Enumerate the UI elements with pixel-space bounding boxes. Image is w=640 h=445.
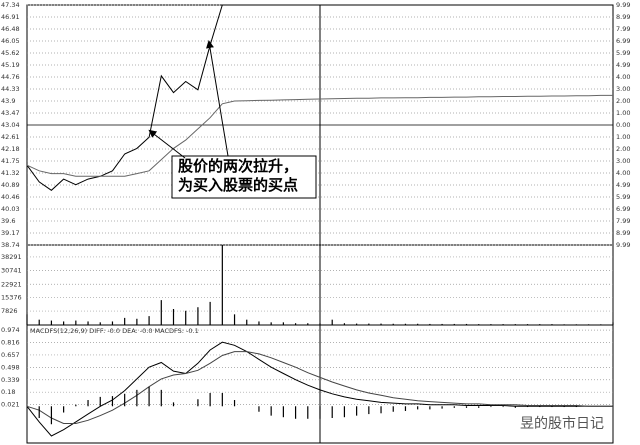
y2-tick-label: 7.99 bbox=[616, 217, 630, 225]
y-tick-label: 42.61 bbox=[1, 133, 20, 141]
y-tick-label: 43.9 bbox=[1, 97, 15, 105]
y-tick-label: 45.19 bbox=[1, 61, 20, 69]
y2-tick-label: 4.99 bbox=[616, 61, 630, 69]
y-tick-label: 43.04 bbox=[1, 121, 20, 129]
y2-tick-label: 9.99 bbox=[616, 1, 630, 9]
y-tick-label: 30741 bbox=[1, 266, 22, 274]
y-tick-label: 40.46 bbox=[1, 193, 20, 201]
y-tick-label: 0.18 bbox=[1, 388, 15, 396]
y-tick-label: 39.17 bbox=[1, 229, 20, 237]
line bbox=[26, 94, 613, 177]
y-tick-label: 47.34 bbox=[1, 1, 20, 9]
y-tick-label: 0.816 bbox=[1, 339, 20, 347]
y-tick-label: 15376 bbox=[1, 294, 22, 302]
y-tick-label: 39.6 bbox=[1, 217, 15, 225]
y2-tick-label: 6.99 bbox=[616, 205, 630, 213]
line bbox=[26, 4, 613, 191]
y2-tick-label: 1.00 bbox=[616, 109, 630, 117]
y-tick-label: 41.32 bbox=[1, 169, 20, 177]
y2-tick-label: 8.99 bbox=[616, 13, 630, 21]
y2-tick-label: 4.00 bbox=[616, 169, 630, 177]
annotation: 为买入股票的买点 bbox=[178, 176, 298, 194]
y2-tick-label: 7.99 bbox=[616, 25, 630, 33]
y2-tick-label: 6.99 bbox=[616, 37, 630, 45]
y-tick-label: 0.498 bbox=[1, 363, 20, 371]
y2-tick-label: 4.99 bbox=[616, 181, 630, 189]
y-tick-label: 22921 bbox=[1, 280, 22, 288]
y-tick-label: 44.33 bbox=[1, 85, 20, 93]
y2-tick-label: 0.00 bbox=[616, 121, 630, 129]
arrow bbox=[148, 129, 186, 159]
y-tick-label: 41.75 bbox=[1, 157, 20, 165]
y-tick-label: 0.021 bbox=[1, 401, 20, 409]
y-tick-label: 0.339 bbox=[1, 376, 20, 384]
y2-tick-label: 2.00 bbox=[616, 145, 630, 153]
y-tick-label: 42.18 bbox=[1, 145, 20, 153]
annotation: 股价的两次拉升， bbox=[178, 157, 298, 175]
panel-title: MACDFS(12,26,9) DIFF: -0.0 DEA: -0.0 MAC… bbox=[30, 327, 199, 335]
y2-tick-label: 4.00 bbox=[616, 73, 630, 81]
y2-tick-label: 3.00 bbox=[616, 157, 630, 165]
y2-tick-label: 5.99 bbox=[616, 49, 630, 57]
y2-tick-label: 8.99 bbox=[616, 229, 630, 237]
arrow bbox=[206, 40, 229, 157]
y-tick-label: 0.657 bbox=[1, 351, 20, 359]
y-tick-label: 45.62 bbox=[1, 49, 20, 57]
y2-tick-label: 2.00 bbox=[616, 97, 630, 105]
annotation-box bbox=[171, 155, 317, 199]
y-tick-label: 40.89 bbox=[1, 181, 20, 189]
y-tick-label: 0.974 bbox=[1, 326, 20, 334]
y-tick-label: 38291 bbox=[1, 253, 22, 261]
y2-tick-label: 1.00 bbox=[616, 133, 630, 141]
y2-tick-label: 5.99 bbox=[616, 193, 630, 201]
y-tick-label: 40.03 bbox=[1, 205, 20, 213]
y-tick-label: 46.48 bbox=[1, 25, 20, 33]
y-tick-label: 44.76 bbox=[1, 73, 20, 81]
y-tick-label: 43.47 bbox=[1, 109, 20, 117]
y2-tick-label: 3.00 bbox=[616, 85, 630, 93]
y2-tick-label: 9.99 bbox=[616, 241, 630, 249]
y-tick-label: 46.05 bbox=[1, 37, 20, 45]
watermark: 昱的股市日记 bbox=[520, 415, 604, 432]
y-tick-label: 38.74 bbox=[1, 241, 20, 249]
y-tick-label: 7826 bbox=[1, 307, 18, 315]
y-tick-label: 46.91 bbox=[1, 13, 20, 21]
